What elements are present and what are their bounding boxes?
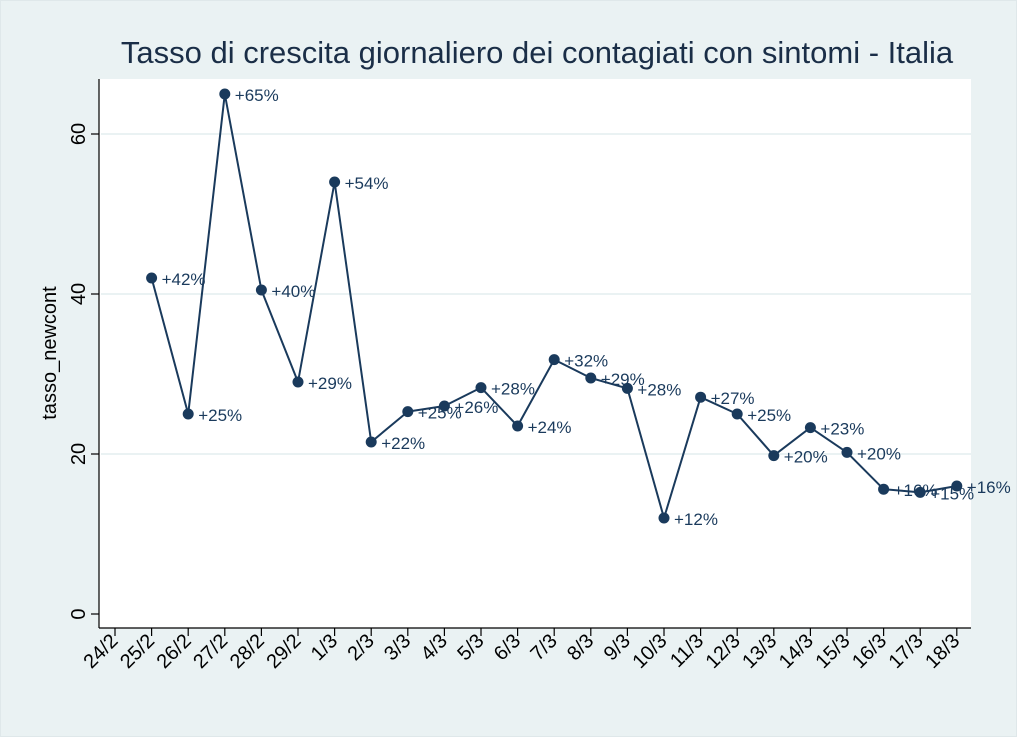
data-point	[255, 284, 267, 296]
x-tick-label: 28/2	[226, 630, 269, 673]
data-point	[621, 382, 633, 394]
data-label: +54%	[345, 174, 389, 193]
data-label: +29%	[601, 370, 645, 389]
data-point	[475, 382, 487, 394]
data-label: +65%	[235, 86, 279, 105]
x-tick-label: 27/2	[189, 630, 232, 673]
x-tick-label: 6/3	[490, 630, 525, 665]
data-label: +26%	[454, 398, 498, 417]
x-tick-label: 4/3	[417, 630, 452, 665]
data-point	[804, 422, 816, 434]
data-point	[365, 436, 377, 448]
gridlines	[101, 133, 971, 455]
data-point	[731, 408, 743, 420]
y-tick-label: 60	[68, 123, 90, 145]
data-label: +27%	[711, 389, 755, 408]
x-tick-label: 18/3	[921, 630, 964, 673]
data-label: +16%	[967, 478, 1011, 497]
y-axis: 0 20 40 60	[68, 79, 100, 628]
x-tick-label: 15/3	[811, 630, 854, 673]
x-tick-label: 7/3	[527, 630, 562, 665]
data-point	[658, 512, 670, 524]
data-label: +25%	[418, 404, 462, 423]
data-point	[841, 446, 853, 458]
data-label: +25%	[747, 406, 791, 425]
x-tick-label: 17/3	[885, 630, 928, 673]
data-label: +29%	[308, 374, 352, 393]
data-point	[914, 486, 926, 498]
x-tick-label: 12/3	[702, 630, 745, 673]
chart-title: Tasso di crescita giornaliero dei contag…	[121, 35, 954, 70]
data-label: +25%	[198, 406, 242, 425]
x-tick-label: 29/2	[262, 630, 305, 673]
data-point	[292, 376, 304, 388]
data-series	[146, 88, 963, 524]
data-point	[182, 408, 194, 420]
data-label: +40%	[271, 282, 315, 301]
data-label: +42%	[162, 270, 206, 289]
data-point	[402, 406, 414, 418]
data-label: +32%	[564, 352, 608, 371]
data-point	[438, 400, 450, 412]
x-tick-label: 8/3	[563, 630, 598, 665]
x-tick-label: 10/3	[628, 630, 671, 673]
data-label: +23%	[820, 420, 864, 439]
y-tick-label: 0	[68, 608, 90, 619]
data-point	[951, 480, 963, 492]
y-tick-label: 20	[68, 443, 90, 465]
x-tick-label: 24/2	[79, 630, 122, 673]
x-axis: 24/225/226/227/228/229/2 1/3 2/3 3/3 4/3 5/3 6…	[79, 627, 971, 673]
x-tick-label: 16/3	[848, 630, 891, 673]
x-tick-label: 2/3	[344, 630, 379, 665]
data-label: +24%	[528, 418, 572, 437]
data-label: +20%	[784, 448, 828, 467]
x-tick-label: 3/3	[380, 630, 415, 665]
data-label: +15%	[930, 484, 974, 503]
data-point	[329, 176, 341, 188]
x-tick-label: 14/3	[775, 630, 818, 673]
x-tick-label: 26/2	[153, 630, 196, 673]
data-point	[146, 272, 158, 284]
data-label: +12%	[674, 510, 718, 529]
data-point	[548, 354, 560, 366]
x-tick-label: 25/2	[116, 630, 159, 673]
data-label: +22%	[381, 434, 425, 453]
data-label: +16%	[894, 481, 938, 500]
x-tick-label: 5/3	[453, 630, 488, 665]
x-tick-label: 1/3	[307, 630, 342, 665]
data-label: +28%	[637, 380, 681, 399]
data-point	[695, 391, 707, 403]
x-tick-label: 13/3	[738, 630, 781, 673]
data-point	[512, 420, 524, 432]
y-tick-label: 40	[68, 283, 90, 305]
data-point	[219, 88, 231, 100]
plot-area	[99, 79, 971, 628]
data-point	[878, 483, 890, 495]
data-point	[585, 372, 597, 384]
data-point	[768, 450, 780, 462]
x-tick-label: 11/3	[666, 630, 708, 672]
data-labels: +42%+25%+65%+40%+29%+54%+22%+25%+26%+28%…	[162, 86, 1011, 529]
data-label: +28%	[491, 380, 535, 399]
y-axis-label: tasso_newcont	[39, 286, 61, 420]
data-label: +20%	[857, 444, 901, 463]
